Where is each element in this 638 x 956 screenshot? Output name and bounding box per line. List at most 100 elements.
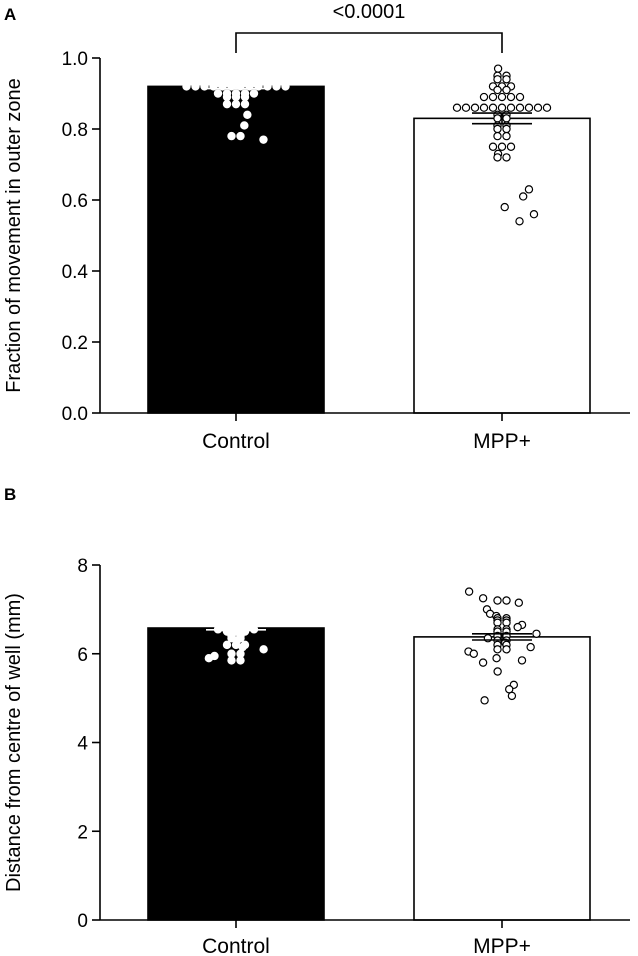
data-point xyxy=(243,110,252,120)
p-value-label: <0.0001 xyxy=(333,1,406,23)
data-point xyxy=(542,103,552,112)
data-point xyxy=(259,645,268,654)
data-point xyxy=(502,645,511,654)
data-point xyxy=(502,124,511,134)
data-point xyxy=(182,82,191,91)
panel-label: A xyxy=(4,5,16,24)
data-point xyxy=(258,75,268,84)
data-point xyxy=(515,103,525,112)
data-point xyxy=(452,103,462,112)
data-point xyxy=(227,656,236,665)
data-point xyxy=(231,64,241,73)
data-point xyxy=(502,596,511,605)
data-point xyxy=(506,92,516,102)
data-point xyxy=(249,71,259,80)
y-axis-title: Fraction of movement in outer zone xyxy=(3,78,25,393)
bar-control xyxy=(147,627,325,921)
data-point xyxy=(493,75,502,84)
data-point xyxy=(493,85,502,95)
y-tick-label: 6 xyxy=(77,645,88,666)
data-point xyxy=(517,656,527,665)
data-point xyxy=(469,649,478,658)
bar-mpp xyxy=(413,636,591,921)
bar-control xyxy=(147,85,325,414)
data-point xyxy=(492,653,501,663)
data-point xyxy=(204,75,214,84)
y-axis-title: Distance from centre of well (mm) xyxy=(3,593,25,892)
x-tick-label: MPP+ xyxy=(473,430,531,453)
data-point xyxy=(217,587,227,596)
data-point xyxy=(500,202,509,212)
data-point xyxy=(493,124,502,134)
bar-mpp xyxy=(413,117,591,414)
data-point xyxy=(281,82,290,91)
data-point xyxy=(502,85,511,95)
data-point xyxy=(272,82,281,91)
data-point xyxy=(526,642,535,652)
data-point xyxy=(222,92,232,102)
data-point xyxy=(212,602,221,612)
data-point xyxy=(513,622,522,632)
data-point xyxy=(479,92,489,102)
data-point xyxy=(493,153,502,162)
data-point xyxy=(497,92,507,102)
data-point xyxy=(231,71,241,80)
data-point xyxy=(478,658,488,667)
x-tick-label: Control xyxy=(202,935,270,956)
data-point xyxy=(514,598,524,607)
data-point xyxy=(464,587,474,596)
data-point xyxy=(240,92,250,102)
data-point xyxy=(231,99,241,109)
data-point xyxy=(502,131,511,141)
data-point xyxy=(240,71,250,80)
data-point xyxy=(249,89,259,98)
data-point xyxy=(236,656,245,665)
data-point xyxy=(470,103,480,112)
data-point xyxy=(532,629,541,638)
x-tick-label: MPP+ xyxy=(473,935,531,956)
data-point xyxy=(497,103,507,112)
data-point xyxy=(249,64,259,73)
data-point xyxy=(518,192,528,201)
data-point xyxy=(222,64,232,73)
data-point xyxy=(191,82,200,91)
data-point xyxy=(493,596,502,605)
y-tick-label: 0.8 xyxy=(62,120,88,141)
data-point xyxy=(213,89,223,98)
data-point xyxy=(497,142,507,151)
x-tick-label: Control xyxy=(202,430,270,453)
data-point xyxy=(488,103,498,112)
data-point xyxy=(506,103,516,112)
data-point xyxy=(222,71,232,80)
y-tick-label: 1.0 xyxy=(62,49,88,70)
y-tick-label: 4 xyxy=(77,734,88,755)
data-point xyxy=(493,131,502,141)
data-point xyxy=(515,217,524,226)
y-tick-label: 2 xyxy=(77,822,88,843)
data-point xyxy=(493,64,503,73)
data-point xyxy=(213,71,223,80)
significance-bracket xyxy=(235,32,503,53)
y-tick-label: 8 xyxy=(77,556,88,577)
data-point xyxy=(502,114,511,123)
data-point xyxy=(240,64,250,73)
data-point xyxy=(493,667,502,676)
y-tick-label: 0.4 xyxy=(62,262,89,283)
y-tick-label: 0.6 xyxy=(62,191,88,212)
data-point xyxy=(236,131,245,141)
data-point xyxy=(506,142,516,151)
y-tick-label: 0.2 xyxy=(62,333,88,354)
data-point xyxy=(488,142,498,151)
data-point xyxy=(502,153,511,162)
data-point xyxy=(524,103,534,112)
data-point xyxy=(515,92,525,102)
y-tick-label: 0 xyxy=(77,911,88,932)
data-point xyxy=(259,135,268,144)
panel-b-chart: B 0 2 4 6 8 Control MPP+ Distance from centre of… xyxy=(3,485,630,956)
data-point xyxy=(524,185,534,194)
data-point xyxy=(529,209,539,219)
data-point xyxy=(493,114,502,123)
data-point xyxy=(240,121,249,130)
data-point xyxy=(204,653,214,663)
